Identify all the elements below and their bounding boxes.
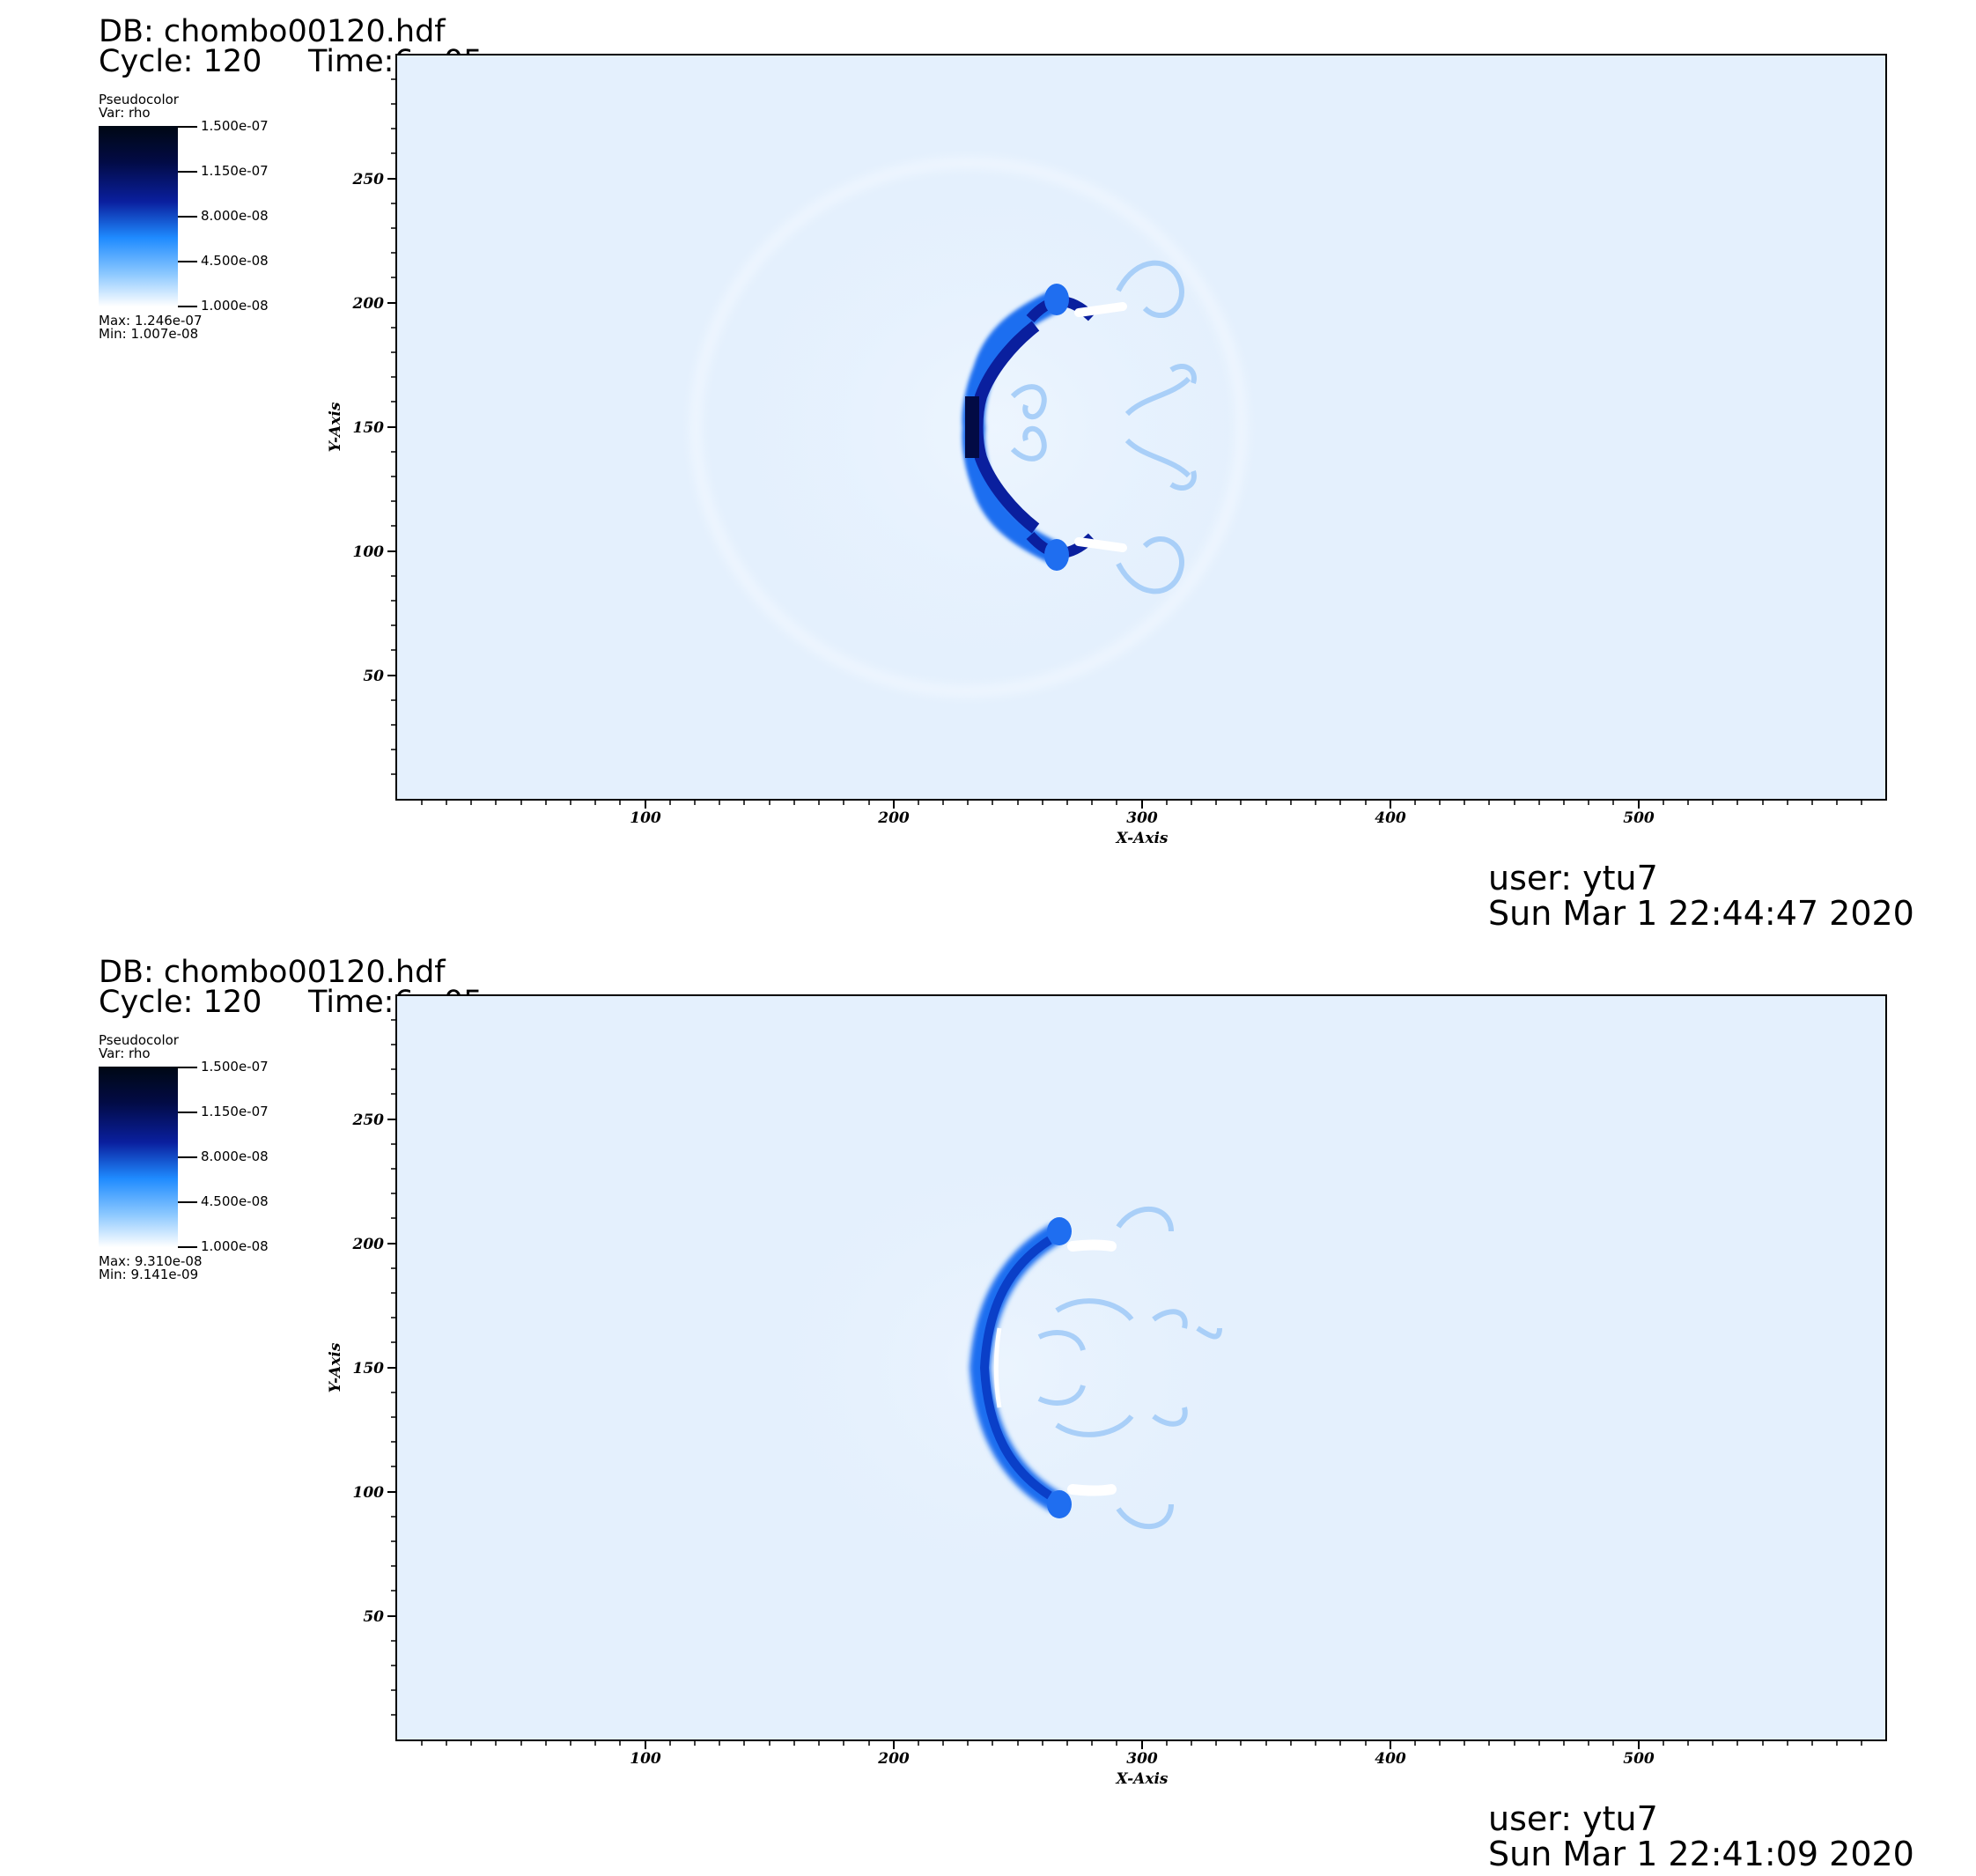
y-tick-label: 50	[363, 668, 384, 685]
user-label: user: ytu7	[1488, 859, 1658, 897]
legend-plot-type: Pseudocolor	[99, 1032, 179, 1048]
x-tick-label: 300	[1126, 809, 1158, 827]
y-tick-label: 100	[353, 543, 385, 561]
x-major-ticks	[645, 1740, 1640, 1749]
y-tick-label: 150	[353, 419, 385, 437]
date-label: Sun Mar 1 22:41:09 2020	[1488, 1835, 1914, 1873]
legend-minmax: Max: 1.246e-07 Min: 1.007e-08	[99, 314, 203, 341]
colorbar-tick-label: 1.150e-07	[201, 163, 269, 179]
y-axis-title: Y-Axis	[327, 402, 344, 452]
lower-jet	[1067, 1484, 1117, 1496]
y-tick-labels: 250 200 150 100 50	[352, 171, 385, 685]
x-tick-label: 300	[1126, 1750, 1158, 1768]
cycle-label: Cycle: 120	[99, 985, 262, 1020]
colorbar-tick-label: 1.000e-08	[201, 298, 269, 314]
vortex-swirls	[1010, 260, 1197, 595]
x-axis-title: X-Axis	[1116, 830, 1169, 847]
x-tick-label: 200	[877, 809, 910, 827]
y-tick-label: 50	[363, 1608, 384, 1626]
upper-jet	[1067, 1239, 1117, 1252]
legend-minmax: Max: 9.310e-08 Min: 9.141e-09	[99, 1255, 203, 1281]
x-tick-label: 500	[1623, 809, 1655, 827]
y-axis-title: Y-Axis	[327, 1342, 344, 1392]
x-tick-label: 100	[630, 1750, 661, 1768]
legend-variable: Var: rho	[99, 105, 151, 121]
legend-max: Max: 9.310e-08	[99, 1253, 203, 1269]
colorbar-tick-label: 1.150e-07	[201, 1104, 269, 1119]
lower-blob	[1047, 1490, 1072, 1518]
database-label: DB: chombo00120.hdf	[99, 14, 446, 49]
legend-header: Pseudocolor Var: rho	[99, 93, 179, 120]
y-minor-ticks	[391, 78, 396, 775]
x-tick-label: 100	[630, 809, 661, 827]
date-label: Sun Mar 1 22:44:47 2020	[1488, 894, 1914, 933]
legend-variable: Var: rho	[99, 1045, 151, 1061]
lower-blob	[1044, 539, 1069, 571]
upper-jet	[1074, 302, 1127, 317]
colorbar-tick-label: 8.000e-08	[201, 1148, 269, 1164]
legend-max: Max: 1.246e-07	[99, 313, 203, 329]
y-tick-label: 150	[353, 1360, 385, 1377]
x-tick-label: 500	[1623, 1750, 1655, 1768]
visit-plot-panel-bottom: DB: chombo00120.hdf Cycle: 120 Time:6e-0…	[0, 941, 1976, 1876]
colorbar-tick-label: 4.500e-08	[201, 253, 269, 269]
y-tick-label: 250	[352, 1112, 385, 1129]
x-tick-labels: 100 200 300 400 500	[630, 809, 1655, 827]
colorbar-tick-label: 8.000e-08	[201, 208, 269, 224]
legend-header: Pseudocolor Var: rho	[99, 1034, 179, 1060]
x-major-ticks	[645, 800, 1640, 809]
y-major-ticks	[387, 178, 396, 676]
pseudocolor-plot: 100 200 300 400 500 250 200 150 100 50 X…	[327, 54, 1887, 847]
vortex-swirls	[1037, 1206, 1222, 1530]
shock-halo	[713, 1104, 1294, 1632]
y-tick-label: 200	[352, 1236, 385, 1253]
cycle-label: Cycle: 120	[99, 44, 262, 79]
y-tick-label: 200	[352, 295, 385, 313]
x-tick-label: 200	[877, 1750, 910, 1768]
legend-min: Min: 9.141e-09	[99, 1267, 199, 1282]
user-label: user: ytu7	[1488, 1799, 1658, 1838]
dense-front-core	[979, 1236, 1052, 1500]
y-minor-ticks	[391, 1019, 396, 1716]
y-tick-labels: 250 200 150 100 50	[352, 1112, 385, 1626]
front-inner-edge	[993, 1327, 1002, 1408]
colorbar-tick-label: 1.500e-07	[201, 118, 269, 134]
upper-blob	[1047, 1217, 1072, 1245]
x-tick-label: 400	[1375, 809, 1406, 827]
y-tick-label: 250	[352, 171, 385, 188]
colorbar	[99, 126, 178, 307]
colorbar-tick-label: 4.500e-08	[201, 1193, 269, 1209]
pseudocolor-plot: 100 200 300 400 500 250 200 150 100 50 X…	[327, 994, 1887, 1788]
x-axis-title: X-Axis	[1116, 1770, 1169, 1788]
colorbar-tick-label: 1.500e-07	[201, 1059, 269, 1075]
x-tick-label: 400	[1375, 1750, 1406, 1768]
legend-min: Min: 1.007e-08	[99, 326, 199, 342]
x-tick-labels: 100 200 300 400 500	[630, 1750, 1655, 1768]
shock-halo	[678, 137, 1312, 718]
y-major-ticks	[387, 1119, 396, 1617]
lower-jet	[1074, 537, 1127, 552]
y-tick-label: 100	[353, 1484, 385, 1502]
database-label: DB: chombo00120.hdf	[99, 955, 446, 990]
colorbar	[99, 1067, 178, 1247]
upper-blob	[1044, 284, 1069, 315]
colorbar-tick-label: 1.000e-08	[201, 1238, 269, 1254]
x-minor-ticks	[421, 1740, 1862, 1746]
x-minor-ticks	[421, 800, 1862, 805]
faint-shock-ring	[689, 157, 1248, 698]
visit-plot-panel-top: DB: chombo00120.hdf Cycle: 120 Time:6e-0…	[0, 0, 1976, 935]
legend-plot-type: Pseudocolor	[99, 92, 179, 107]
